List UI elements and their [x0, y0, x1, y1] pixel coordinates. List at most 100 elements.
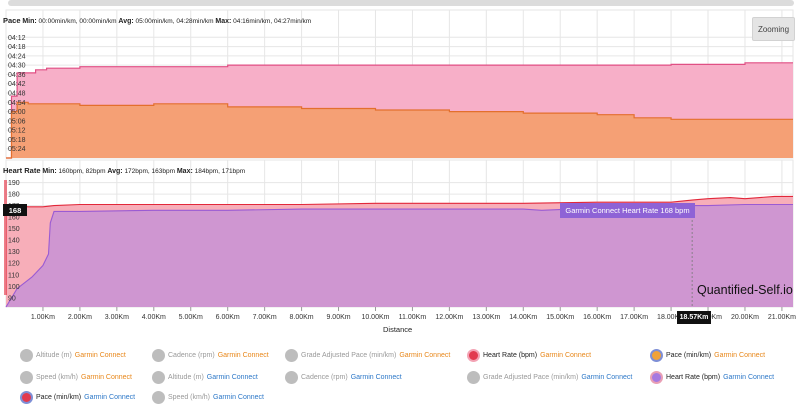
legend-label: Pace (min/km) [36, 394, 82, 401]
legend-source: Garmin Connect [581, 374, 633, 381]
pace-y-tick-label: 05:12 [8, 128, 26, 135]
hr-title: Heart Rate [3, 166, 41, 175]
legend-item[interactable]: Heart Rate (bpm) Garmin Connect [650, 371, 774, 384]
legend-label: Grade Adjusted Pace (min/km) [301, 352, 397, 359]
pace-y-tick-label: 04:18 [8, 44, 26, 51]
hr-max-value: 184bpm, 171bpm [194, 168, 246, 175]
pace-avg-key: Avg: [118, 18, 134, 25]
legend-item[interactable]: Pace (min/km) Garmin Connect [20, 391, 135, 404]
legend-color-icon [467, 349, 480, 362]
pace-min-value: 00:00min/km, 00:00min/km [38, 18, 117, 25]
hr-y-tick-label: 160 [8, 215, 20, 222]
pace-y-tick-label: 04:30 [8, 63, 26, 70]
pace-y-tick-label: 04:42 [8, 81, 26, 88]
legend-label: Cadence (rpm) [301, 374, 348, 381]
x-tick-label: 7.00Km [253, 314, 277, 321]
legend-label: Pace (min/km) [666, 352, 712, 359]
legend-item[interactable]: Cadence (rpm) Garmin Connect [152, 349, 269, 362]
zoom-button[interactable]: Zooming [752, 17, 795, 41]
heart-rate-crosshair-label: 168 [3, 204, 27, 216]
pace-series-orange-line [6, 101, 793, 159]
x-tick-label: 16.00Km [583, 314, 611, 321]
hr-max-key: Max: [176, 168, 193, 175]
hr-y-tick-label: 90 [8, 295, 16, 302]
legend-item[interactable]: Pace (min/km) Garmin Connect [650, 349, 765, 362]
x-tick-label: 17.00Km [620, 314, 648, 321]
legend-label: Speed (km/h) [168, 394, 211, 401]
distance-crosshair-label: 18.57Km [677, 311, 711, 324]
watermark: Quantified-Self.io [697, 283, 793, 297]
hr-y-tick-label: 150 [8, 226, 20, 233]
x-tick-label: 9.00Km [326, 314, 350, 321]
pace-max-key: Max: [215, 18, 232, 25]
legend-label: Speed (km/h) [36, 374, 79, 381]
legend-color-icon [285, 349, 298, 362]
pace-y-tick-label: 04:48 [8, 91, 26, 98]
legend-source: Garmin Connect [714, 352, 766, 359]
chart-extras [4, 180, 693, 307]
legend-color-icon [650, 349, 663, 362]
x-tick-label: 1.00Km [31, 314, 55, 321]
legend-source: Garmin Connect [81, 374, 132, 381]
x-tick-label: 11.00Km [399, 314, 427, 321]
hr-series-group [5, 195, 793, 308]
legend-item[interactable]: Altitude (m) Garmin Connect [152, 371, 258, 384]
x-tick-label: 13.00Km [472, 314, 500, 321]
legend-source: Garmin Connect [74, 352, 126, 359]
legend-source: Garmin Connect [540, 352, 592, 359]
legend-color-icon [20, 371, 33, 384]
pace-y-tick-label: 05:00 [8, 109, 26, 116]
legend-color-icon [650, 371, 663, 384]
pace-y-tick-label: 04:54 [8, 100, 26, 107]
legend-item[interactable]: Heart Rate (bpm) Garmin Connect [467, 349, 591, 362]
chart-canvas[interactable]: 04:12 04:18 04:24 04:30 04:36 04:42 04:48 04:54… [0, 0, 800, 345]
x-tick-label: 20.00Km [731, 314, 759, 321]
pace-max-value: 04:16min/km, 04:27min/km [233, 18, 312, 25]
legend-label: Cadence (rpm) [168, 352, 215, 359]
legend-source: Garmin Connect [84, 394, 136, 401]
hr-y-tick-label: 190 [8, 180, 20, 187]
legend-item[interactable]: Grade Adjusted Pace (min/km) Garmin Conne… [285, 349, 450, 362]
x-tick-label: 3.00Km [105, 314, 129, 321]
legend-source: Garmin Connect [213, 394, 264, 401]
x-tick-label: 6.00Km [216, 314, 240, 321]
pace-avg-value: 05:00min/km, 04:28min/km [135, 18, 214, 25]
hr-y-tick-label: 130 [8, 249, 20, 256]
legend-color-icon [152, 371, 165, 384]
x-tick-label: 18.00Km [657, 314, 685, 321]
top-scrollbar[interactable] [8, 0, 794, 6]
x-tick-label: 21.00Km [768, 314, 796, 321]
legend-color-icon [467, 371, 480, 384]
legend-label: Altitude (m) [168, 374, 204, 381]
pace-panel-title: Pace Min: 00:00min/km, 00:00min/km Avg: … [3, 16, 311, 25]
legend-label: Heart Rate (bpm) [666, 374, 721, 381]
x-tick-label: 10.00Km [361, 314, 389, 321]
legend-source: Garmin Connect [206, 374, 258, 381]
hr-start-marker [4, 180, 7, 295]
pace-y-tick-label: 04:24 [8, 53, 26, 60]
hr-min-key: Min: [42, 168, 57, 175]
pace-y-tick-label: 05:06 [8, 118, 26, 125]
legend-item[interactable]: Grade Adjusted Pace (min/km) Garmin Conne… [467, 371, 632, 384]
x-tick-label: 14.00Km [509, 314, 537, 321]
legend-item[interactable]: Speed (km/h) Garmin Connect [152, 391, 264, 404]
legend-item[interactable]: Speed (km/h) Garmin Connect [20, 371, 132, 384]
pace-series-pink-line [6, 62, 793, 159]
legend-item[interactable]: Altitude (m) Garmin Connect [20, 349, 126, 362]
hr-series-purple-area [6, 204, 793, 307]
legend-item[interactable]: Cadence (rpm) Garmin Connect [285, 371, 402, 384]
x-axis-title: Distance [383, 325, 413, 334]
hr-panel-title: Heart Rate Min: 160bpm, 82bpm Avg: 172bp… [3, 166, 245, 175]
legend-color-icon [285, 371, 298, 384]
x-tick-label: 2.00Km [68, 314, 92, 321]
x-tick-label: 15.00Km [546, 314, 574, 321]
x-tick-label: 8.00Km [290, 314, 314, 321]
hr-avg-value: 172bpm, 163bpm [124, 168, 176, 175]
x-tick-label: 5.00Km [179, 314, 203, 321]
legend-source: Garmin Connect [350, 374, 402, 381]
legend-label: Heart Rate (bpm) [483, 352, 538, 359]
pace-y-tick-label: 04:36 [8, 72, 26, 79]
pace-y-tick-label: 04:12 [8, 35, 26, 42]
hr-avg-key: Avg: [107, 168, 123, 175]
hr-min-value: 160bpm, 82bpm [58, 168, 106, 175]
